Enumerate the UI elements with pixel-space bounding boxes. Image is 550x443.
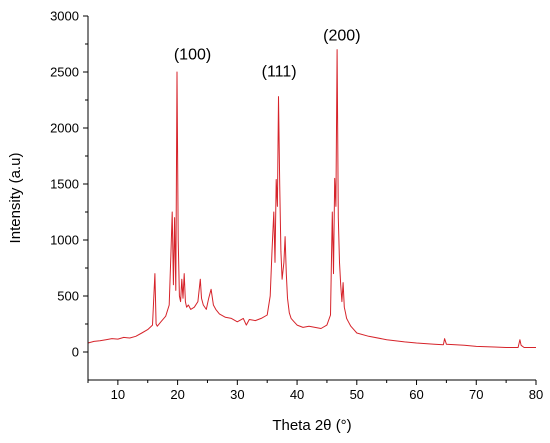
peak-label-1: (111) [262,63,297,80]
x-tick-label-2: 30 [230,387,244,402]
x-tick-label-6: 70 [469,387,483,402]
axes: 10 20 30 40 50 60 70 80 0 500 1000 1500 2000 2500 3000 [50,9,543,403]
y-axis-label: Intensity (a.u) [7,153,24,244]
series-line-0 [87,49,536,348]
y-tick-label-5: 2500 [50,65,79,80]
y-tick-label-4: 2000 [50,121,79,136]
plot-area [87,49,536,348]
y-tick-label-2: 1000 [50,233,79,248]
peak-label-0: (100) [174,47,211,64]
peak-label-2: (200) [323,28,360,45]
x-axis-label: Theta 2θ (°) [272,417,351,434]
x-tick-label-7: 80 [529,387,543,402]
x-tick-label-0: 10 [111,387,125,402]
x-tick-label-3: 40 [290,387,304,402]
x-tick-label-5: 60 [409,387,423,402]
labels: Theta 2θ (°) Intensity (a.u) (100) (111) (… [7,28,361,434]
x-tick-label-1: 20 [170,387,184,402]
y-tick-label-0: 0 [72,345,79,360]
y-tick-label-3: 1500 [50,177,79,192]
x-tick-label-4: 50 [350,387,364,402]
y-tick-label-6: 3000 [50,9,79,24]
y-tick-label-1: 500 [57,289,79,304]
